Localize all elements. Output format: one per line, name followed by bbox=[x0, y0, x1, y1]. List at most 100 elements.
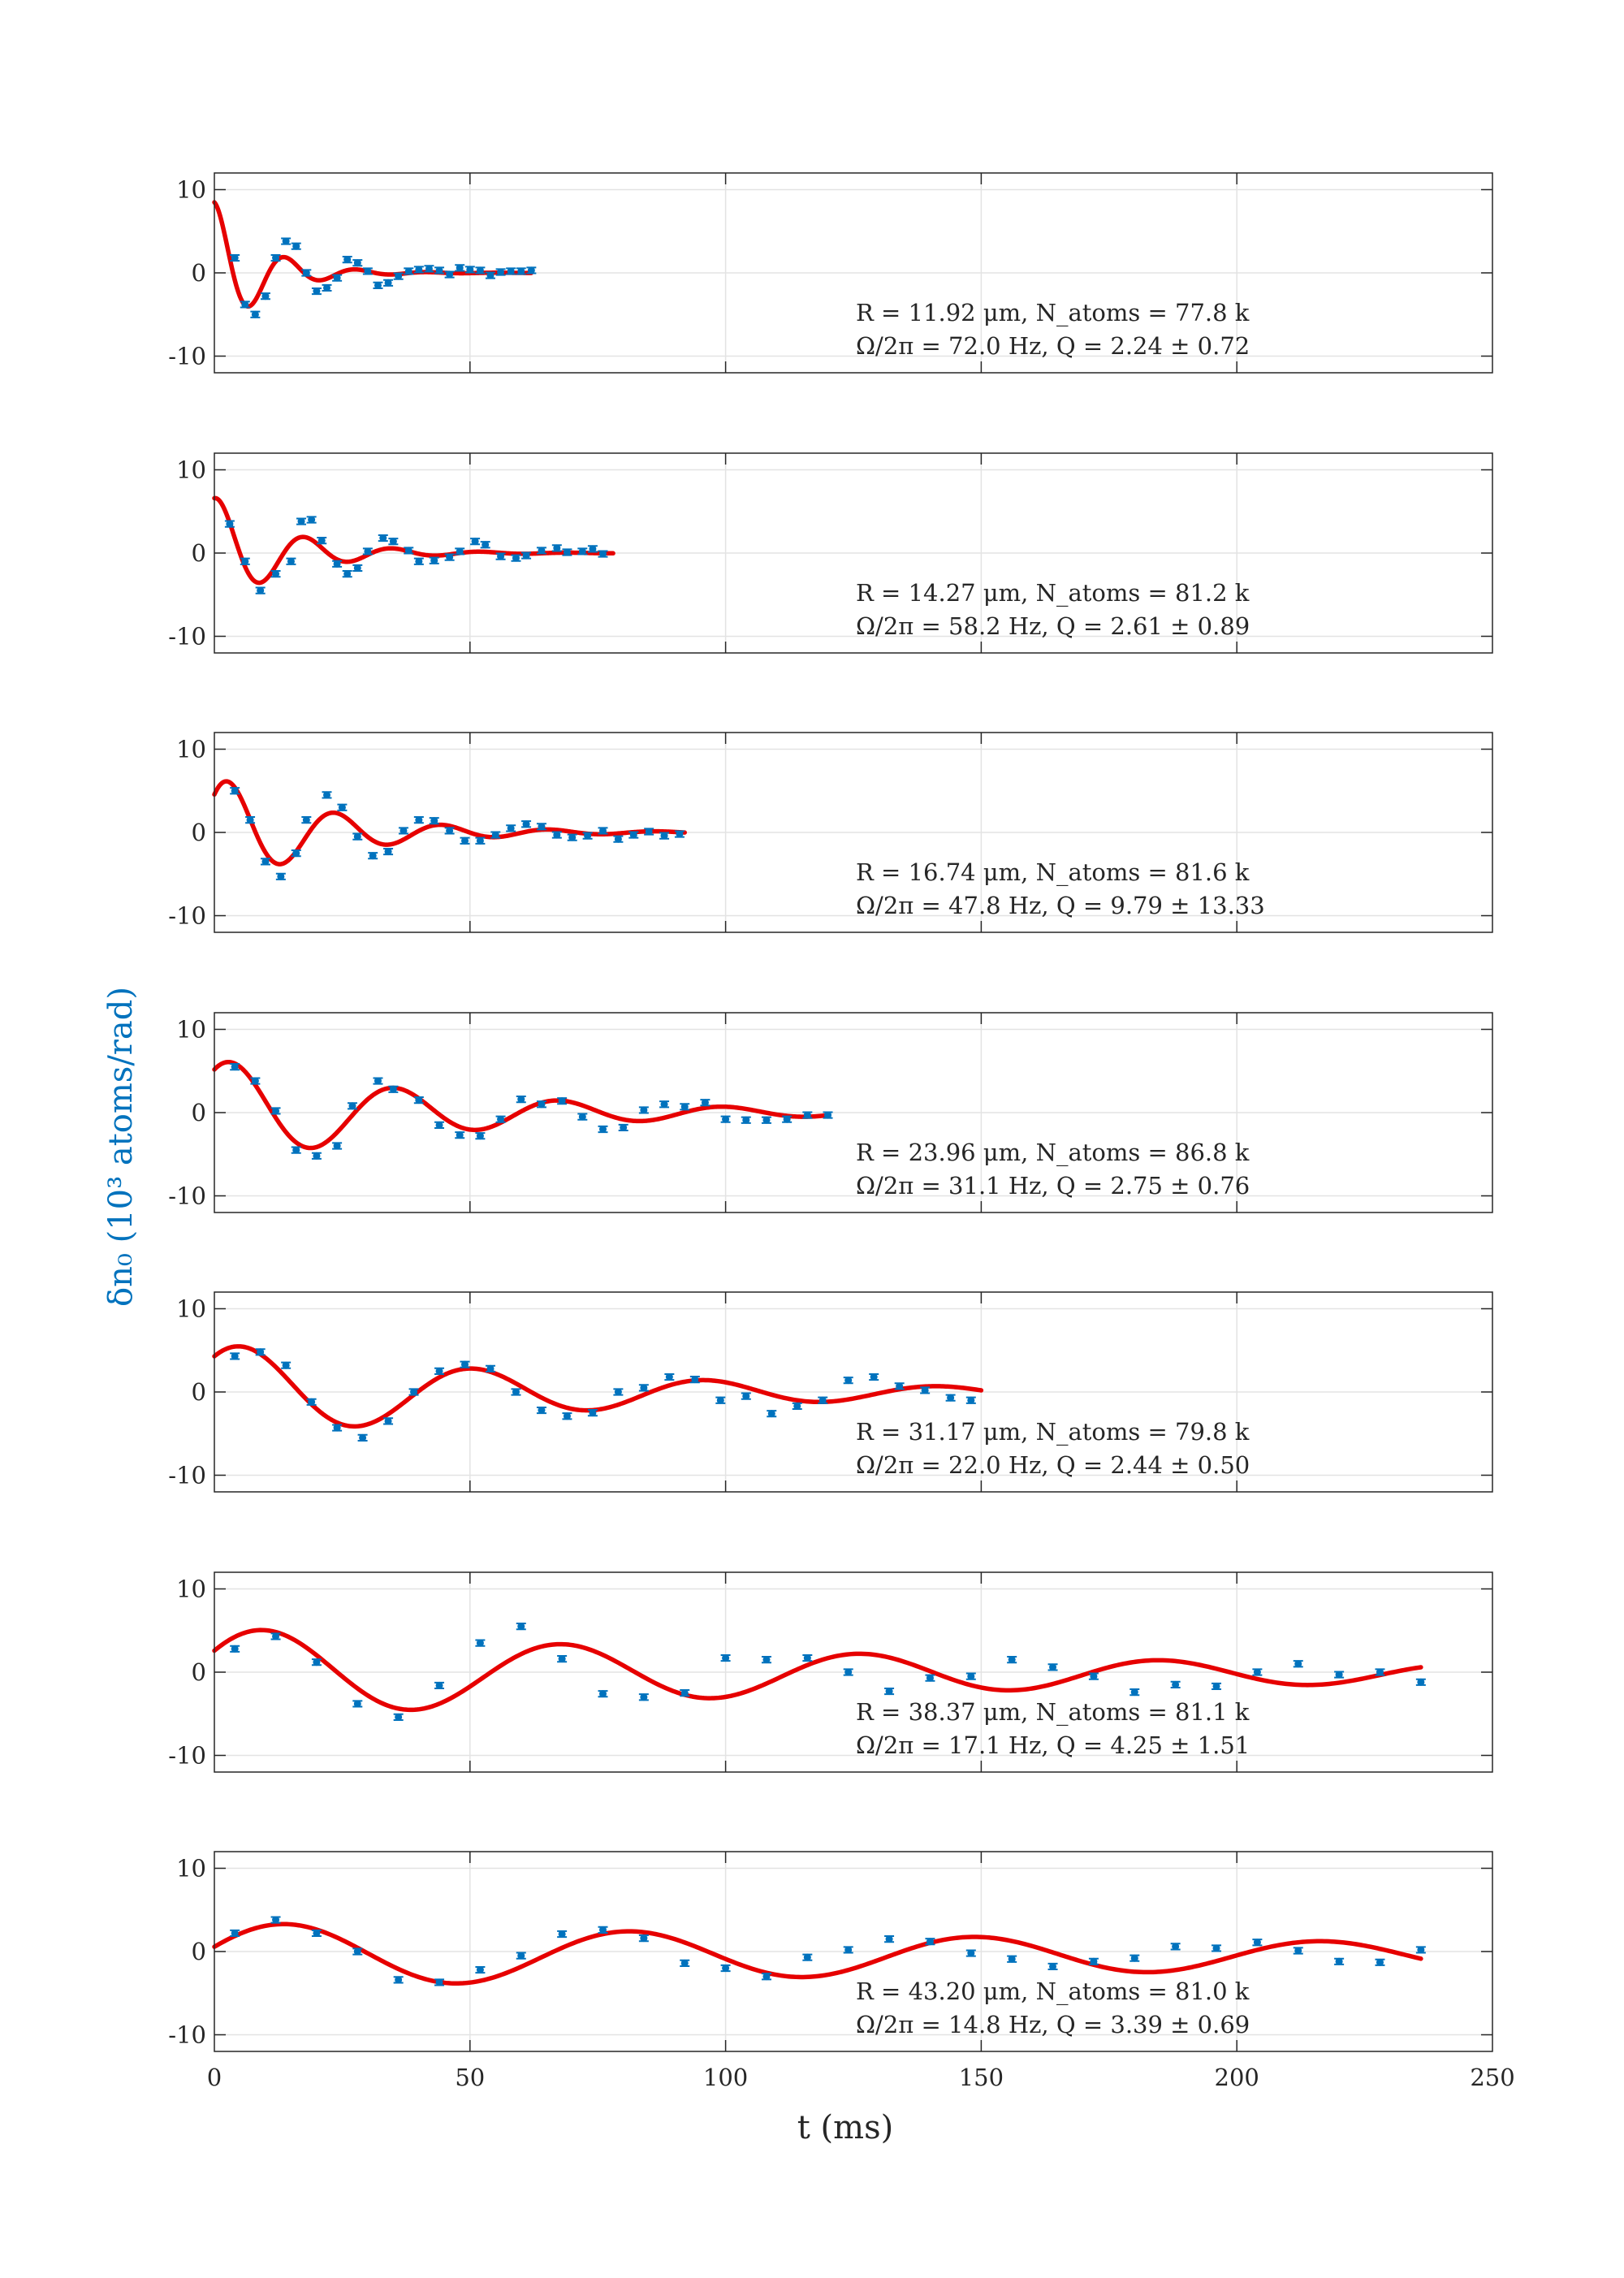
data-point bbox=[384, 279, 392, 287]
data-point bbox=[926, 1938, 934, 1946]
data-point bbox=[640, 1106, 648, 1114]
data-point bbox=[257, 586, 265, 594]
data-point bbox=[1049, 1663, 1057, 1671]
data-point bbox=[517, 1096, 525, 1104]
data-point bbox=[353, 1947, 361, 1956]
panel-5: 10 0 -10 R = 31.17 μm, N_atoms = 79.8 k Ω/2π… bbox=[168, 1291, 1493, 1493]
data-point bbox=[456, 264, 464, 272]
data-point bbox=[497, 268, 505, 276]
data-point bbox=[404, 547, 412, 555]
data-point bbox=[742, 1116, 750, 1124]
data-point bbox=[558, 1930, 566, 1938]
data-point bbox=[231, 1063, 239, 1071]
y-tick-label: 0 bbox=[192, 1938, 206, 1965]
data-point bbox=[231, 787, 239, 795]
data-point bbox=[435, 1978, 443, 1986]
panel-2: 10 0 -10 R = 14.27 μm, N_atoms = 81.2 k Ω/2π… bbox=[168, 452, 1493, 654]
data-point bbox=[425, 265, 433, 273]
data-point bbox=[476, 1132, 484, 1140]
data-point bbox=[1008, 1955, 1016, 1963]
y-tick-label: 0 bbox=[192, 1378, 206, 1406]
data-point bbox=[430, 556, 438, 564]
data-point bbox=[308, 516, 316, 524]
data-point bbox=[302, 816, 310, 824]
data-point bbox=[614, 835, 622, 843]
data-point bbox=[404, 267, 412, 275]
data-point bbox=[395, 1713, 403, 1721]
data-point bbox=[553, 831, 561, 839]
data-point bbox=[292, 849, 300, 858]
data-point bbox=[563, 1412, 571, 1420]
data-point bbox=[246, 816, 254, 824]
fit-curve bbox=[212, 1344, 984, 1429]
x-tick-label: 200 bbox=[1215, 2064, 1259, 2091]
annotation-line-2: Ω/2π = 22.0 Hz, Q = 2.44 ± 0.50 bbox=[856, 1451, 1250, 1479]
data-point bbox=[742, 1392, 750, 1400]
data-point bbox=[921, 1386, 929, 1394]
data-point bbox=[507, 824, 515, 832]
data-point bbox=[323, 283, 331, 292]
data-point bbox=[1335, 1957, 1343, 1965]
data-point bbox=[538, 823, 546, 831]
data-point bbox=[870, 1373, 878, 1381]
data-point bbox=[722, 1115, 730, 1123]
data-point bbox=[722, 1654, 730, 1662]
data-point bbox=[660, 1100, 668, 1109]
data-point bbox=[297, 517, 305, 525]
data-point bbox=[844, 1946, 853, 1954]
data-point bbox=[538, 547, 546, 555]
data-point bbox=[947, 1394, 955, 1402]
data-point bbox=[491, 831, 499, 839]
data-point bbox=[645, 828, 653, 836]
data-point bbox=[231, 1929, 239, 1937]
data-point bbox=[282, 237, 290, 245]
data-point bbox=[313, 1152, 321, 1160]
y-tick-label: 10 bbox=[176, 1576, 206, 1603]
data-point bbox=[660, 832, 668, 840]
data-point bbox=[456, 547, 464, 555]
data-point bbox=[292, 242, 300, 250]
fit-curve bbox=[212, 1627, 1423, 1713]
data-point bbox=[400, 827, 408, 835]
data-point bbox=[1130, 1688, 1138, 1697]
data-point bbox=[272, 1632, 280, 1640]
panel-4: 10 0 -10 R = 23.96 μm, N_atoms = 86.8 k Ω/2π… bbox=[168, 1012, 1493, 1213]
data-point bbox=[793, 1402, 801, 1410]
panel-6: 10 0 -10 R = 38.37 μm, N_atoms = 81.1 k Ω/2π… bbox=[168, 1571, 1493, 1773]
data-point bbox=[231, 254, 239, 262]
data-point bbox=[818, 1396, 827, 1404]
y-tick-label: 10 bbox=[176, 176, 206, 204]
data-point bbox=[1212, 1944, 1220, 1952]
data-point bbox=[844, 1668, 853, 1676]
data-point bbox=[1294, 1660, 1302, 1668]
data-point bbox=[783, 1115, 791, 1123]
data-point bbox=[333, 560, 341, 568]
data-point bbox=[486, 271, 495, 279]
data-point bbox=[415, 557, 423, 565]
data-point bbox=[1376, 1958, 1384, 1966]
data-point bbox=[762, 1116, 771, 1124]
data-point bbox=[333, 274, 341, 282]
y-tick-label: -10 bbox=[168, 1182, 206, 1210]
annotation-line-1: R = 11.92 μm, N_atoms = 77.8 k bbox=[856, 299, 1250, 327]
data-point bbox=[1008, 1656, 1016, 1664]
data-point bbox=[348, 1102, 356, 1110]
data-point bbox=[482, 541, 490, 549]
data-point bbox=[598, 1690, 607, 1698]
y-tick-label: -10 bbox=[168, 1462, 206, 1489]
data-point bbox=[680, 1689, 689, 1697]
data-point bbox=[461, 836, 469, 845]
data-point bbox=[1130, 1954, 1138, 1962]
annotation-line-1: R = 31.17 μm, N_atoms = 79.8 k bbox=[856, 1418, 1250, 1446]
data-point bbox=[486, 1364, 495, 1372]
data-point bbox=[1253, 1939, 1261, 1947]
data-point bbox=[1417, 1678, 1425, 1686]
data-point bbox=[415, 1096, 423, 1104]
y-axis-label: δn₀ (10³ atoms/rad) bbox=[102, 987, 140, 1307]
data-point bbox=[1172, 1943, 1180, 1951]
data-point bbox=[323, 791, 331, 799]
data-point bbox=[620, 1123, 628, 1131]
data-point bbox=[353, 259, 361, 267]
